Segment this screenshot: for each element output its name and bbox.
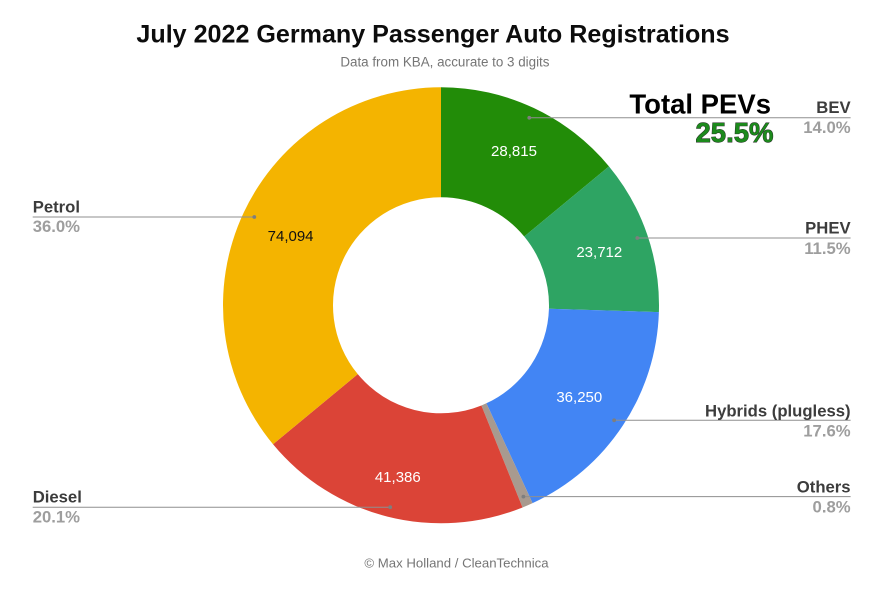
svg-text:14.0%: 14.0% <box>803 118 850 137</box>
svg-text:July 2022 Germany Passenger Au: July 2022 Germany Passenger Auto Registr… <box>136 21 729 49</box>
svg-text:© Max Holland / CleanTechnica: © Max Holland / CleanTechnica <box>364 555 549 570</box>
svg-text:20.1%: 20.1% <box>33 507 80 526</box>
svg-text:Total PEVs: Total PEVs <box>629 89 771 120</box>
svg-text:41,386: 41,386 <box>375 469 421 486</box>
svg-text:Others: Others <box>797 478 851 497</box>
svg-text:74,094: 74,094 <box>268 228 314 245</box>
svg-text:Data from KBA, accurate to 3 d: Data from KBA, accurate to 3 digits <box>340 55 549 70</box>
svg-text:36.0%: 36.0% <box>33 217 80 236</box>
svg-text:BEV: BEV <box>816 98 851 117</box>
svg-text:36,250: 36,250 <box>556 389 602 406</box>
svg-text:23,712: 23,712 <box>576 244 622 261</box>
svg-text:11.5%: 11.5% <box>804 239 851 258</box>
svg-text:17.6%: 17.6% <box>803 421 850 440</box>
svg-text:PHEV: PHEV <box>805 219 851 238</box>
svg-text:Hybrids (plugless): Hybrids (plugless) <box>705 401 851 420</box>
svg-text:0.8%: 0.8% <box>813 497 851 516</box>
svg-text:Petrol: Petrol <box>33 198 80 217</box>
svg-text:25.5%: 25.5% <box>696 117 774 148</box>
svg-text:Diesel: Diesel <box>33 488 82 507</box>
svg-text:28,815: 28,815 <box>491 143 537 160</box>
